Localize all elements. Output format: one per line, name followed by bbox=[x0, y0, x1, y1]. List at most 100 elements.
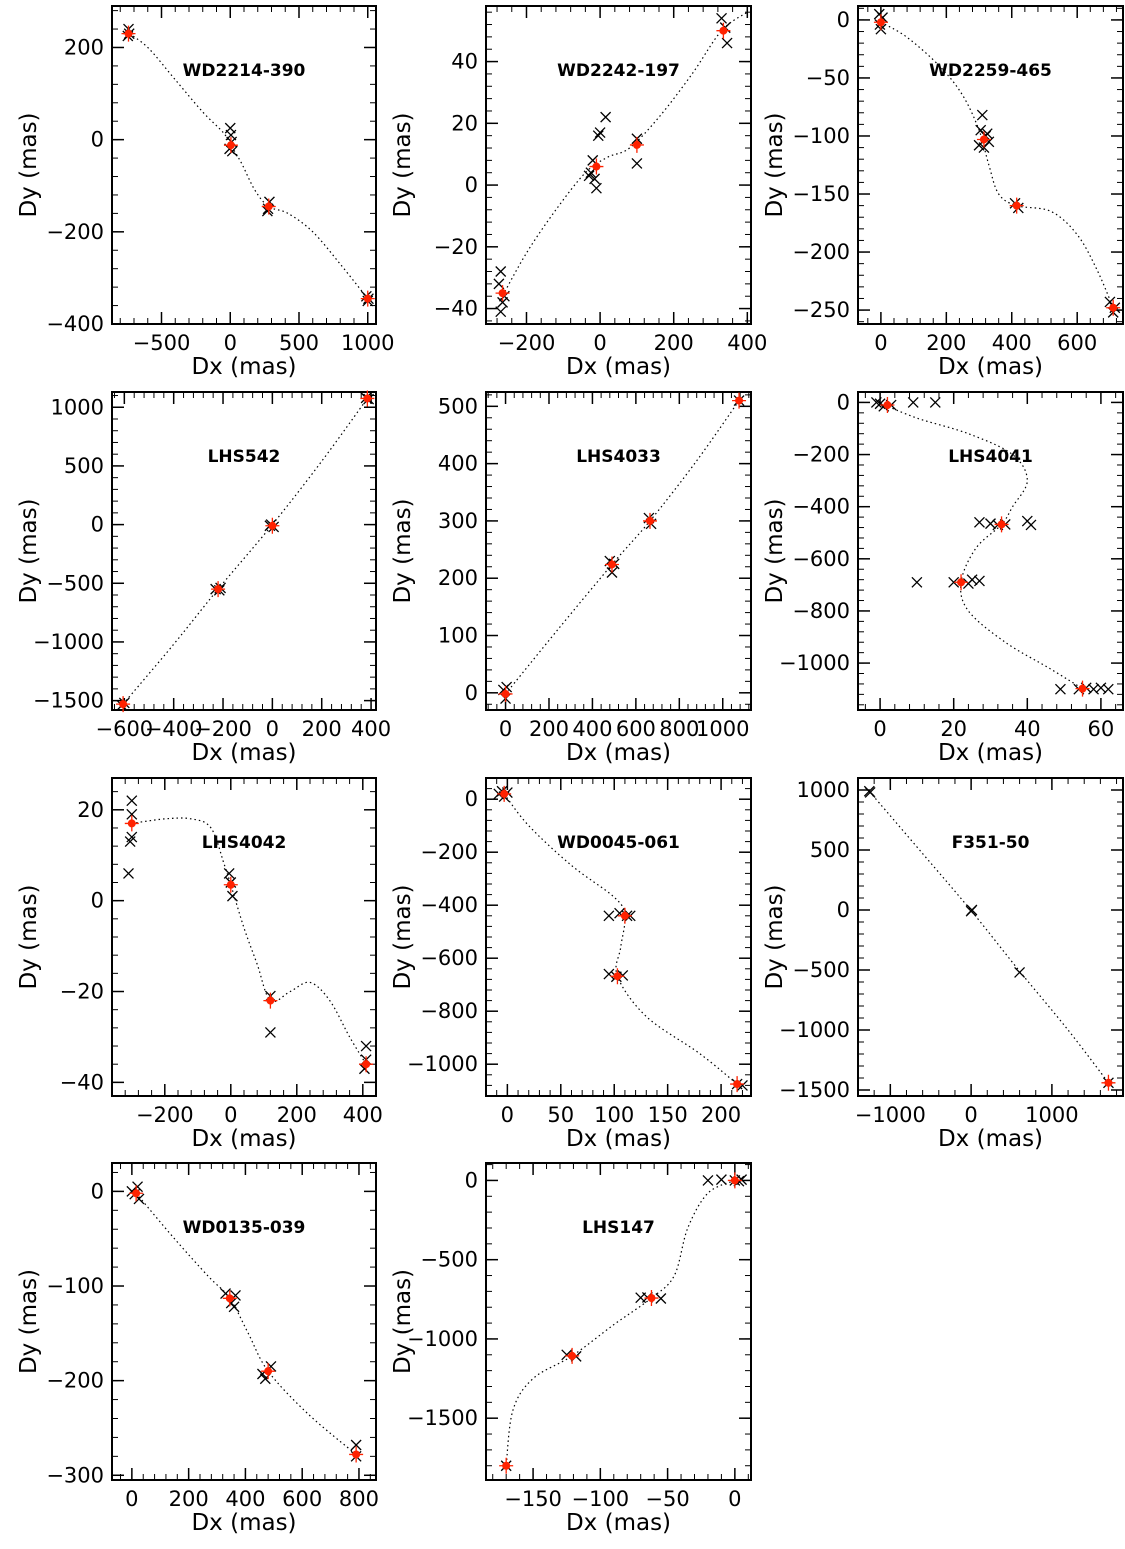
observation-point bbox=[702, 1174, 714, 1186]
chart-panel-8: 0 50 100 150 200 −1000 −800 −600 −400 −200 0 Dx (ma… bbox=[390, 777, 752, 1152]
y-tick-label: 100 bbox=[438, 624, 478, 648]
x-tick-label: −400 bbox=[145, 717, 203, 741]
mean-point bbox=[124, 29, 133, 38]
observation-point bbox=[721, 37, 733, 49]
observation-point bbox=[1054, 683, 1066, 695]
mean-point bbox=[620, 911, 629, 920]
y-tick-label: −800 bbox=[792, 599, 850, 623]
y-tick-label: 0 bbox=[91, 1179, 104, 1203]
observation-point bbox=[973, 575, 985, 587]
x-tick-label: −50 bbox=[645, 1487, 689, 1511]
y-tick-label: 0 bbox=[91, 128, 104, 152]
observation-point bbox=[259, 1373, 271, 1385]
y-tick-label: −100 bbox=[792, 124, 850, 148]
motion-path bbox=[503, 793, 738, 1085]
y-tick-label: −1000 bbox=[33, 630, 104, 654]
chart-panel-4: −600−400−200 0 200 400 −1500 −1000 −500 0 500 100… bbox=[16, 390, 391, 766]
y-tick-label: −200 bbox=[46, 1369, 104, 1393]
x-tick-label: 0 bbox=[874, 331, 887, 355]
x-tick-label: 200 bbox=[654, 331, 694, 355]
y-tick-label: −1000 bbox=[407, 1327, 478, 1351]
observation-point bbox=[864, 786, 876, 798]
motion-path bbox=[125, 30, 369, 300]
y-tick-label: −500 bbox=[420, 1248, 478, 1272]
y-tick-label: 0 bbox=[91, 513, 104, 537]
mean-point bbox=[264, 202, 273, 211]
y-tick-label: 200 bbox=[64, 35, 104, 59]
observation-point bbox=[592, 130, 604, 142]
x-tick-label: 500 bbox=[279, 331, 319, 355]
y-tick-label: 0 bbox=[837, 390, 850, 414]
x-tick-label: 150 bbox=[648, 1103, 688, 1127]
panel-title: WD0135-039 bbox=[183, 1218, 306, 1238]
x-tick-label: 200 bbox=[277, 1103, 317, 1127]
x-axis-label: Dx (mas) bbox=[566, 354, 671, 380]
observation-point bbox=[264, 1026, 276, 1038]
y-tick-label: 1000 bbox=[51, 395, 104, 419]
mean-point bbox=[719, 26, 728, 35]
y-tick-label: −1000 bbox=[779, 651, 850, 675]
observation-point bbox=[1014, 966, 1026, 978]
y-tick-label: −250 bbox=[792, 298, 850, 322]
observation-point bbox=[497, 296, 509, 308]
observation-point bbox=[929, 396, 941, 408]
mean-point bbox=[647, 1294, 656, 1303]
observation-point bbox=[1088, 683, 1100, 695]
x-tick-label: 20 bbox=[940, 717, 967, 741]
x-tick-label: 200 bbox=[169, 1487, 209, 1511]
y-axis-label: Dy (mas) bbox=[16, 498, 42, 603]
y-tick-label: −400 bbox=[46, 312, 104, 336]
panel-title: LHS4041 bbox=[948, 447, 1033, 467]
plot-frame bbox=[485, 391, 752, 711]
y-axis-label: Dy (mas) bbox=[762, 884, 788, 989]
panel-title: LHS542 bbox=[208, 447, 281, 467]
mean-point bbox=[876, 18, 885, 27]
x-tick-label: 40 bbox=[1014, 717, 1041, 741]
x-tick-label: −150 bbox=[504, 1487, 562, 1511]
mean-point bbox=[225, 1294, 234, 1303]
mean-point bbox=[226, 880, 235, 889]
plot-frame bbox=[857, 5, 1124, 325]
observation-point bbox=[495, 266, 507, 277]
motion-path bbox=[500, 11, 748, 300]
x-tick-label: 60 bbox=[1088, 717, 1115, 741]
chart-panel-1: −500 0 500 1000 −400 −200 0 200 Dx (mas) Dy (mas)… bbox=[16, 5, 394, 380]
y-tick-label: −150 bbox=[792, 182, 850, 206]
mean-point bbox=[730, 1176, 739, 1185]
observation-point bbox=[603, 968, 615, 980]
x-tick-label: 100 bbox=[594, 1103, 634, 1127]
x-tick-label: −200 bbox=[194, 717, 252, 741]
y-axis-label: Dy (mas) bbox=[16, 1269, 42, 1374]
plot-frame bbox=[857, 391, 1124, 711]
x-axis-label: Dx (mas) bbox=[938, 354, 1043, 380]
observation-point bbox=[1025, 519, 1037, 531]
plot-frame bbox=[111, 391, 377, 711]
mean-point bbox=[592, 162, 601, 171]
mean-point bbox=[997, 520, 1006, 529]
x-tick-label: 400 bbox=[727, 331, 767, 355]
observation-point bbox=[228, 1301, 240, 1313]
x-tick-label: 400 bbox=[343, 1103, 383, 1127]
observation-point bbox=[631, 157, 643, 169]
observation-point bbox=[1102, 683, 1114, 695]
observation-point bbox=[350, 1439, 362, 1451]
observation-point bbox=[870, 396, 882, 408]
y-tick-label: 20 bbox=[451, 111, 478, 135]
x-tick-label: 400 bbox=[992, 331, 1032, 355]
x-tick-label: 400 bbox=[351, 717, 391, 741]
y-tick-label: −600 bbox=[420, 946, 478, 970]
plot-frame bbox=[111, 777, 377, 1097]
mean-point bbox=[883, 401, 892, 410]
motion-path bbox=[135, 1192, 357, 1455]
panel-title: WD2214-390 bbox=[183, 61, 306, 81]
motion-path bbox=[869, 791, 1109, 1084]
x-tick-label: 200 bbox=[302, 717, 342, 741]
mean-point bbox=[501, 689, 510, 698]
x-tick-label: 200 bbox=[926, 331, 966, 355]
y-axis-label: Dy (mas) bbox=[762, 498, 788, 603]
mean-point bbox=[498, 289, 507, 298]
plot-frame bbox=[111, 1162, 377, 1481]
